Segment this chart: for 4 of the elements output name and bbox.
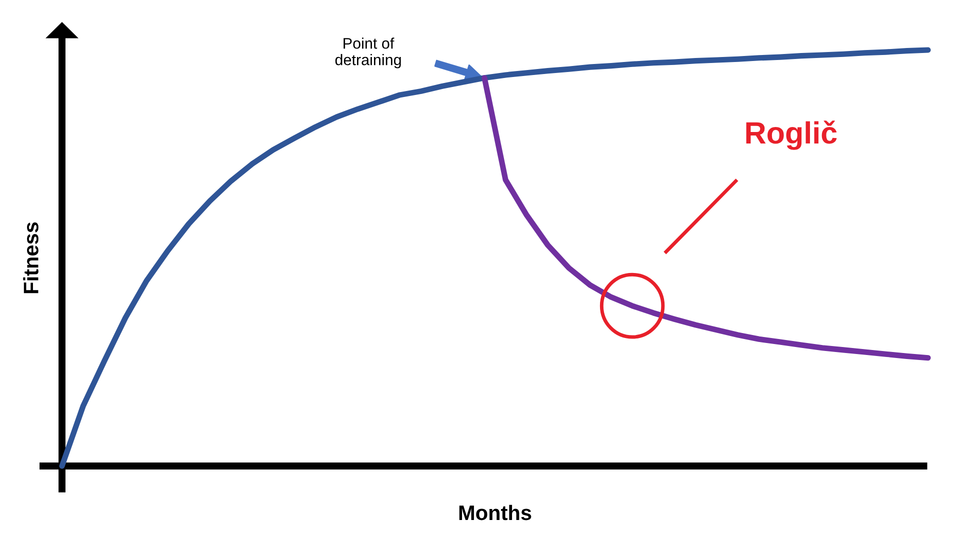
y-axis-title: Fitness — [23, 222, 38, 294]
annotation: Point of detraining — [335, 38, 401, 68]
annotation: Roglič — [746, 120, 837, 150]
x-axis-title: Months — [459, 504, 532, 520]
